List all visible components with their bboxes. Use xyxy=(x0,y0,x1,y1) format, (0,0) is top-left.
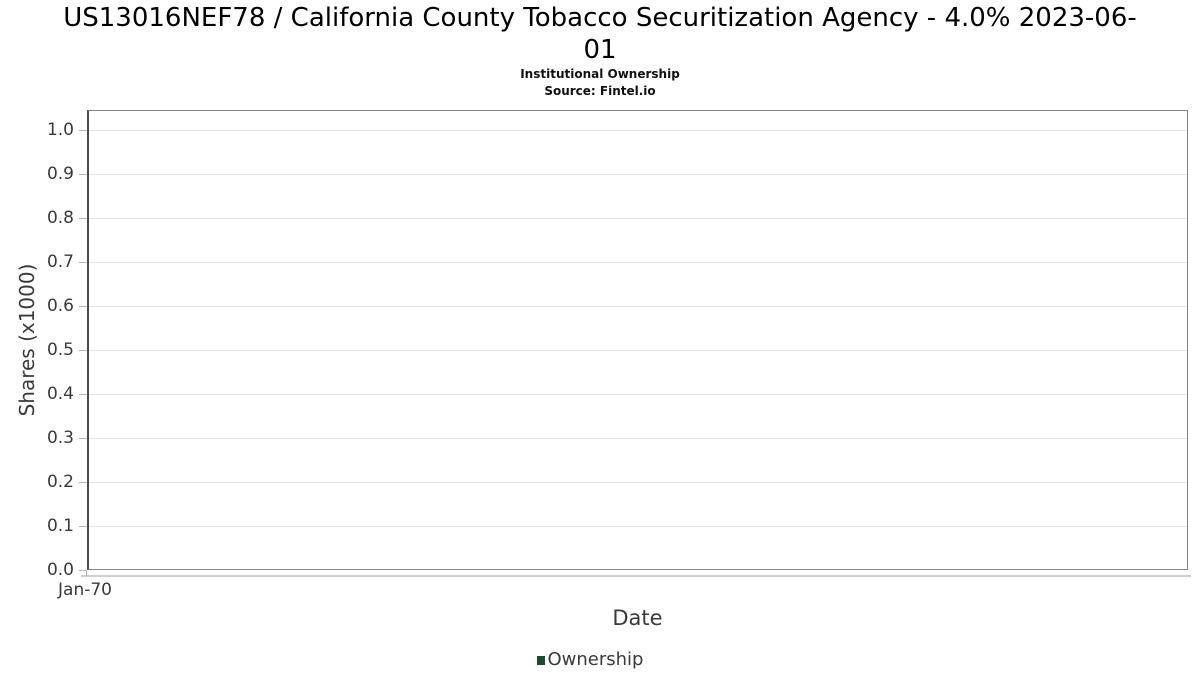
x-axis-tick-label: Jan-70 xyxy=(58,580,112,600)
legend-label-ownership: Ownership xyxy=(547,648,644,670)
y-axis-tick-label: 0.8 xyxy=(46,208,74,228)
y-axis-tick-mark xyxy=(79,130,87,131)
y-axis-tick-mark xyxy=(79,174,87,175)
gridline xyxy=(89,306,1187,307)
gridline xyxy=(89,130,1187,131)
y-axis-tick-mark xyxy=(79,306,87,307)
gridline xyxy=(89,438,1187,439)
x-axis-line xyxy=(81,575,1191,577)
gridline xyxy=(89,174,1187,175)
y-axis-tick-mark xyxy=(79,570,87,571)
y-axis-tick-mark xyxy=(79,262,87,263)
y-axis-tick-label: 0.4 xyxy=(46,384,74,404)
gridline xyxy=(89,218,1187,219)
y-axis-tick-label: 0.6 xyxy=(46,296,74,316)
legend-swatch-ownership xyxy=(536,655,545,665)
y-axis-tick-mark xyxy=(79,482,87,483)
plot-area xyxy=(87,110,1188,570)
y-axis-tick-mark xyxy=(79,394,87,395)
gridline xyxy=(89,350,1187,351)
y-axis-tick-label: 0.7 xyxy=(46,252,74,272)
y-axis-tick-label: 0.2 xyxy=(46,472,74,492)
chart-title-line1: US13016NEF78 / California County Tobacco… xyxy=(63,3,1137,33)
y-axis-tick-label: 0.3 xyxy=(46,428,74,448)
gridline xyxy=(89,482,1187,483)
y-axis-tick-label: 0.5 xyxy=(46,340,74,360)
y-axis-tick-mark xyxy=(79,438,87,439)
chart-subtitle: Institutional Ownership xyxy=(520,67,680,81)
gridline xyxy=(89,526,1187,527)
x-axis-tick-mark xyxy=(86,570,87,576)
legend: Ownership xyxy=(0,648,1180,670)
chart-source: Source: Fintel.io xyxy=(544,84,656,98)
y-axis-tick-label: 0.1 xyxy=(46,516,74,536)
x-axis-title: Date xyxy=(612,606,663,630)
y-axis-tick-mark xyxy=(79,526,87,527)
y-axis-tick-label: 1.0 xyxy=(46,120,74,140)
y-axis-tick-label: 0.0 xyxy=(46,560,74,580)
y-axis-tick-mark xyxy=(79,218,87,219)
chart-title: US13016NEF78 / California County Tobacco… xyxy=(0,2,1200,66)
chart-title-line2: 01 xyxy=(583,35,617,65)
y-axis-tick-label: 0.9 xyxy=(46,164,74,184)
gridline xyxy=(89,394,1187,395)
gridline xyxy=(89,262,1187,263)
y-axis-tick-mark xyxy=(79,350,87,351)
